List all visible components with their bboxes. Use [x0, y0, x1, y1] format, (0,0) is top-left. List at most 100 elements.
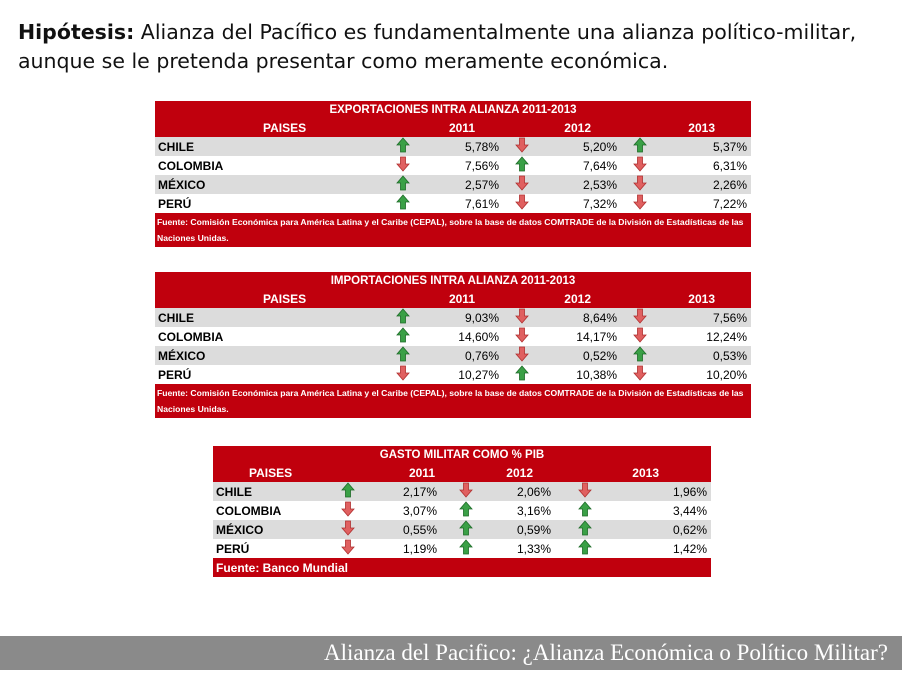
arrow-down-icon — [515, 137, 529, 156]
arrow-down-icon — [633, 365, 647, 384]
hypothesis-label: Hipótesis: — [18, 20, 135, 44]
country-name: MÉXICO — [155, 346, 383, 365]
arrow-down-icon — [633, 156, 647, 175]
cell-value: 2,53% — [541, 175, 621, 194]
header-2013: 2013 — [555, 463, 711, 482]
arrow-down-icon — [633, 194, 647, 213]
cell-value: 10,38% — [541, 365, 621, 384]
table-row: MÉXICO 2,57% 2,53% 2,26% — [155, 175, 751, 194]
arrow-down-icon — [578, 482, 592, 501]
country-name: PERÚ — [213, 539, 329, 558]
exports-source: Fuente: Comisión Económica para América … — [155, 213, 751, 247]
cell-value: 5,37% — [659, 137, 751, 156]
cell-value: 10,27% — [423, 365, 503, 384]
cell-value: 5,78% — [423, 137, 503, 156]
cell-value: 0,53% — [659, 346, 751, 365]
cell-value: 3,07% — [367, 501, 441, 520]
cell-value: 5,20% — [541, 137, 621, 156]
table-row: MÉXICO 0,55% 0,59% 0,62% — [213, 520, 711, 539]
arrow-down-icon — [341, 520, 355, 539]
footer-title: Alianza del Pacifico: ¿Alianza Económica… — [324, 640, 888, 665]
table-row: MÉXICO 0,76% 0,52% 0,53% — [155, 346, 751, 365]
cell-value: 0,52% — [541, 346, 621, 365]
header-2011: 2011 — [383, 289, 503, 308]
hypothesis-body: Alianza del Pacífico es fundamentalmente… — [18, 20, 857, 73]
country-name: CHILE — [213, 482, 329, 501]
arrow-down-icon — [341, 539, 355, 558]
arrow-up-icon — [459, 501, 473, 520]
table-row: CHILE 2,17% 2,06% 1,96% — [213, 482, 711, 501]
exports-table: EXPORTACIONES INTRA ALIANZA 2011-2013 PA… — [155, 101, 751, 247]
arrow-down-icon — [633, 175, 647, 194]
arrow-up-icon — [578, 539, 592, 558]
cell-value: 7,56% — [423, 156, 503, 175]
cell-value: 0,76% — [423, 346, 503, 365]
arrow-down-icon — [633, 327, 647, 346]
arrow-up-icon — [396, 137, 410, 156]
cell-value: 2,57% — [423, 175, 503, 194]
arrow-down-icon — [341, 501, 355, 520]
cell-value: 7,64% — [541, 156, 621, 175]
arrow-down-icon — [515, 175, 529, 194]
table-row: COLOMBIA 7,56% 7,64% 6,31% — [155, 156, 751, 175]
cell-value: 14,60% — [423, 327, 503, 346]
country-name: CHILE — [155, 137, 383, 156]
header-paises: PAISES — [155, 118, 383, 137]
country-name: COLOMBIA — [155, 327, 383, 346]
arrow-down-icon — [515, 346, 529, 365]
cell-value: 8,64% — [541, 308, 621, 327]
cell-value: 2,17% — [367, 482, 441, 501]
cell-value: 0,62% — [615, 520, 711, 539]
cell-value: 7,56% — [659, 308, 751, 327]
cell-value: 2,26% — [659, 175, 751, 194]
cell-value: 0,55% — [367, 520, 441, 539]
country-name: PERÚ — [155, 194, 383, 213]
cell-value: 12,24% — [659, 327, 751, 346]
exports-table-title: EXPORTACIONES INTRA ALIANZA 2011-2013 — [155, 101, 751, 118]
cell-value: 7,61% — [423, 194, 503, 213]
arrow-down-icon — [515, 308, 529, 327]
cell-value: 0,59% — [491, 520, 555, 539]
header-2011: 2011 — [329, 463, 441, 482]
cell-value: 1,96% — [615, 482, 711, 501]
header-2011: 2011 — [383, 118, 503, 137]
cell-value: 1,19% — [367, 539, 441, 558]
country-name: COLOMBIA — [213, 501, 329, 520]
arrow-up-icon — [633, 137, 647, 156]
header-2012: 2012 — [503, 289, 621, 308]
cell-value: 1,33% — [491, 539, 555, 558]
table-row: PERÚ 1,19% 1,33% 1,42% — [213, 539, 711, 558]
header-2013: 2013 — [621, 118, 751, 137]
arrow-up-icon — [578, 501, 592, 520]
header-2013: 2013 — [621, 289, 751, 308]
arrow-up-icon — [396, 346, 410, 365]
cell-value: 7,32% — [541, 194, 621, 213]
cell-value: 1,42% — [615, 539, 711, 558]
arrow-down-icon — [396, 365, 410, 384]
country-name: PERÚ — [155, 365, 383, 384]
cell-value: 7,22% — [659, 194, 751, 213]
arrow-down-icon — [515, 194, 529, 213]
arrow-up-icon — [341, 482, 355, 501]
arrow-up-icon — [459, 520, 473, 539]
country-name: COLOMBIA — [155, 156, 383, 175]
arrow-up-icon — [633, 346, 647, 365]
arrow-up-icon — [578, 520, 592, 539]
arrow-up-icon — [396, 327, 410, 346]
imports-source: Fuente: Comisión Económica para América … — [155, 384, 751, 418]
cell-value: 10,20% — [659, 365, 751, 384]
arrow-up-icon — [515, 365, 529, 384]
military-spending-table: GASTO MILITAR COMO % PIB PAISES 2011 201… — [213, 446, 711, 577]
country-name: MÉXICO — [213, 520, 329, 539]
arrow-down-icon — [396, 156, 410, 175]
table-row: COLOMBIA 14,60% 14,17% 12,24% — [155, 327, 751, 346]
imports-table-title: IMPORTACIONES INTRA ALIANZA 2011-2013 — [155, 272, 751, 289]
military-source: Fuente: Banco Mundial — [213, 558, 711, 577]
table-row: CHILE 5,78% 5,20% 5,37% — [155, 137, 751, 156]
military-table-title: GASTO MILITAR COMO % PIB — [213, 446, 711, 463]
arrow-down-icon — [633, 308, 647, 327]
hypothesis-text: Hipótesis: Alianza del Pacífico es funda… — [18, 18, 888, 76]
header-2012: 2012 — [441, 463, 555, 482]
header-paises: PAISES — [155, 289, 383, 308]
country-name: MÉXICO — [155, 175, 383, 194]
